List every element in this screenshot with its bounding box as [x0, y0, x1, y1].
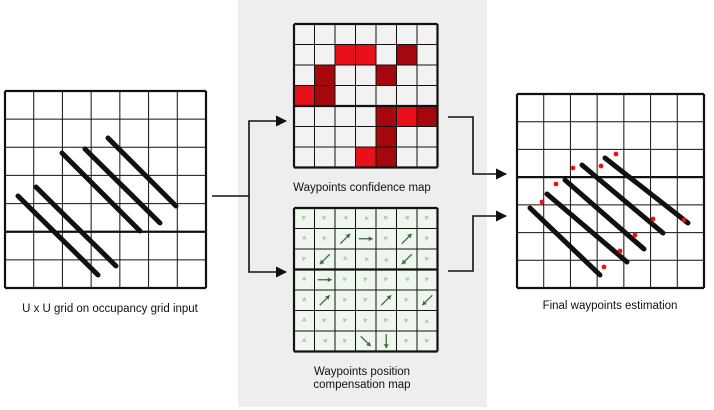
compensation-caption: Waypoints position compensation map	[282, 366, 442, 392]
confidence-cell	[417, 86, 438, 107]
confidence-cell	[397, 127, 418, 148]
confidence-cell	[417, 127, 438, 148]
confidence-cell-active	[376, 127, 397, 148]
confidence-cell	[397, 24, 418, 45]
confidence-cell	[335, 127, 356, 148]
confidence-cell	[356, 106, 377, 127]
input-caption: U x U grid on occupancy grid input	[14, 303, 206, 316]
confidence-cell	[335, 24, 356, 45]
arrow-to-compensation	[249, 196, 286, 272]
confidence-cell	[315, 24, 336, 45]
confidence-cell	[294, 106, 315, 127]
confidence-cell	[294, 24, 315, 45]
confidence-cell	[356, 24, 377, 45]
confidence-cell	[376, 45, 397, 66]
confidence-cell-active	[376, 147, 397, 168]
confidence-cell	[315, 127, 336, 148]
confidence-cell	[417, 45, 438, 66]
confidence-cell	[417, 65, 438, 86]
confidence-cell	[397, 147, 418, 168]
input-occupancy-grid	[5, 91, 206, 288]
confidence-caption: Waypoints confidence map	[262, 182, 462, 195]
confidence-cell	[397, 86, 418, 107]
confidence-cell	[356, 127, 377, 148]
confidence-cell-active	[417, 106, 438, 127]
final-waypoints-grid	[517, 94, 704, 288]
confidence-cell	[397, 65, 418, 86]
confidence-cell-active	[315, 65, 336, 86]
confidence-cell	[356, 65, 377, 86]
confidence-cell	[335, 106, 356, 127]
arrow-confidence-to-final	[448, 117, 506, 174]
confidence-cell-active	[356, 147, 377, 168]
confidence-cell-active	[397, 106, 418, 127]
confidence-cell	[376, 24, 397, 45]
confidence-cell	[417, 147, 438, 168]
confidence-cell	[356, 86, 377, 107]
confidence-cell	[315, 45, 336, 66]
confidence-cell	[294, 127, 315, 148]
confidence-cell	[335, 147, 356, 168]
confidence-cell-active	[315, 86, 336, 107]
confidence-cell-active	[376, 65, 397, 86]
confidence-cell-active	[356, 45, 377, 66]
confidence-cell	[294, 147, 315, 168]
confidence-cell-active	[335, 45, 356, 66]
confidence-map	[294, 24, 438, 168]
confidence-cell	[294, 45, 315, 66]
final-obstacle-strokes	[530, 158, 688, 275]
compensation-map	[294, 208, 438, 352]
confidence-cell	[294, 65, 315, 86]
confidence-cell	[335, 86, 356, 107]
confidence-cell-active	[376, 106, 397, 127]
confidence-cell	[315, 106, 336, 127]
arrow-compensation-to-final	[448, 216, 506, 271]
confidence-cell-active	[294, 86, 315, 107]
input-obstacle-strokes	[18, 138, 176, 275]
final-caption: Final waypoints estimation	[510, 300, 710, 313]
confidence-cell	[376, 86, 397, 107]
confidence-cell	[335, 65, 356, 86]
confidence-cell	[417, 24, 438, 45]
confidence-cell	[315, 147, 336, 168]
confidence-cell-active	[397, 45, 418, 66]
